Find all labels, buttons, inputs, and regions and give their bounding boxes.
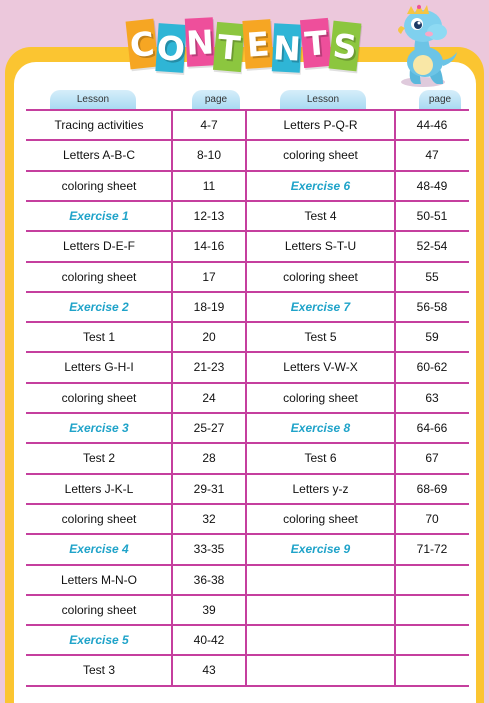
left-lesson-cell: coloring sheet	[61, 390, 137, 405]
row-divider	[26, 563, 469, 566]
row-divider	[26, 412, 469, 414]
header-lesson-left: Lesson	[50, 90, 136, 109]
left-lesson-cell: coloring sheet	[61, 178, 137, 193]
right-page-cell: 67	[425, 451, 439, 466]
left-lesson-cell: Letters J-K-L	[64, 481, 134, 496]
row-divider	[26, 290, 469, 293]
row-divider	[26, 109, 469, 111]
right-page-cell: 60-62	[416, 360, 448, 375]
left-page-cell: 43	[202, 663, 216, 678]
row-divider	[26, 442, 469, 445]
left-lesson-cell: coloring sheet	[61, 269, 137, 284]
right-lesson-cell: Letters P-Q-R	[283, 118, 358, 132]
right-page-cell: 71-72	[416, 542, 448, 557]
column-divider	[245, 110, 247, 686]
left-lesson-cell: Exercise 3	[69, 421, 129, 435]
row-divider	[26, 230, 469, 233]
row-divider	[26, 199, 469, 202]
right-lesson-cell: Test 4	[304, 208, 337, 223]
left-page-cell: 8-10	[196, 148, 222, 163]
left-lesson-cell: Test 3	[82, 663, 115, 678]
right-lesson-cell: Letters S-T-U	[284, 239, 357, 254]
right-lesson-cell: Test 5	[304, 330, 337, 345]
right-lesson-cell: coloring sheet	[283, 511, 358, 526]
row-divider	[26, 533, 469, 536]
left-page-cell: 40-42	[193, 633, 225, 648]
column-divider	[394, 110, 396, 686]
left-lesson-cell: Test 1	[82, 330, 115, 345]
header-page-left: page	[192, 90, 240, 109]
right-page-cell: 59	[425, 330, 439, 345]
left-lesson-cell: Letters M-N-O	[60, 572, 137, 587]
row-divider	[26, 624, 469, 627]
row-divider	[26, 139, 469, 142]
left-lesson-cell: Test 2	[82, 451, 115, 466]
left-lesson-cell: Letters D-E-F	[62, 239, 135, 254]
left-lesson-cell: Exercise 1	[69, 208, 129, 223]
left-lesson-cell: coloring sheet	[61, 511, 137, 526]
right-lesson-cell: coloring sheet	[283, 269, 358, 284]
left-lesson-cell: Letters G-H-I	[64, 360, 134, 375]
left-lesson-cell: Exercise 5	[69, 633, 129, 648]
right-page-cell: 68-69	[416, 481, 448, 496]
left-page-cell: 28	[202, 451, 216, 466]
row-divider	[26, 260, 469, 263]
column-divider	[171, 110, 173, 686]
left-page-cell: 17	[202, 269, 216, 284]
left-page-cell: 20	[202, 330, 216, 345]
right-page-cell: 63	[425, 390, 439, 405]
left-page-cell: 24	[202, 390, 216, 405]
row-divider	[26, 684, 469, 687]
row-divider	[26, 472, 469, 475]
row-divider	[26, 593, 469, 596]
left-page-cell: 12-13	[193, 208, 225, 223]
right-page-cell: 55	[425, 269, 439, 284]
left-page-cell: 33-35	[193, 542, 225, 557]
left-page-cell: 18-19	[193, 299, 225, 314]
right-lesson-cell: Exercise 6	[290, 178, 351, 193]
left-lesson-cell: Tracing activities	[54, 118, 144, 132]
right-lesson-cell: Exercise 9	[290, 542, 351, 557]
right-page-cell: 50-51	[416, 208, 448, 223]
right-lesson-cell: coloring sheet	[283, 148, 358, 163]
right-page-cell: 52-54	[416, 239, 448, 254]
left-lesson-cell: Exercise 4	[69, 542, 129, 557]
left-page-cell: 25-27	[193, 421, 225, 435]
left-page-cell: 11	[202, 178, 216, 193]
row-divider	[26, 381, 469, 384]
left-lesson-cell: Exercise 2	[69, 299, 129, 314]
right-lesson-cell: Letters y-z	[292, 481, 349, 496]
left-page-cell: 14-16	[193, 239, 225, 254]
left-lesson-cell: coloring sheet	[61, 602, 137, 617]
right-page-cell: 44-46	[416, 118, 448, 132]
left-page-cell: 21-23	[193, 360, 225, 375]
left-page-cell: 32	[202, 511, 216, 526]
baby-dinosaur-icon	[398, 4, 457, 87]
left-page-cell: 29-31	[193, 481, 225, 496]
row-divider	[26, 654, 469, 657]
right-page-cell: 56-58	[416, 299, 448, 314]
right-lesson-cell: Exercise 7	[290, 299, 351, 314]
right-page-cell: 47	[425, 148, 439, 163]
right-page-cell: 64-66	[416, 421, 448, 435]
row-divider	[26, 351, 469, 354]
left-page-cell: 36-38	[193, 572, 225, 587]
row-divider	[26, 169, 469, 172]
right-lesson-cell: coloring sheet	[283, 390, 358, 405]
left-page-cell: 39	[202, 602, 216, 617]
right-page-cell: 48-49	[416, 178, 448, 193]
left-lesson-cell: Letters A-B-C	[62, 148, 136, 163]
right-lesson-cell: Exercise 8	[290, 421, 351, 435]
left-page-cell: 4-7	[200, 118, 218, 132]
right-lesson-cell: Test 6	[304, 451, 337, 466]
row-divider	[26, 502, 469, 505]
right-page-cell: 70	[425, 511, 439, 526]
row-divider	[26, 321, 469, 324]
header-page-right: page	[419, 90, 461, 109]
right-lesson-cell: Letters V-W-X	[283, 360, 358, 375]
header-lesson-right: Lesson	[280, 90, 366, 109]
